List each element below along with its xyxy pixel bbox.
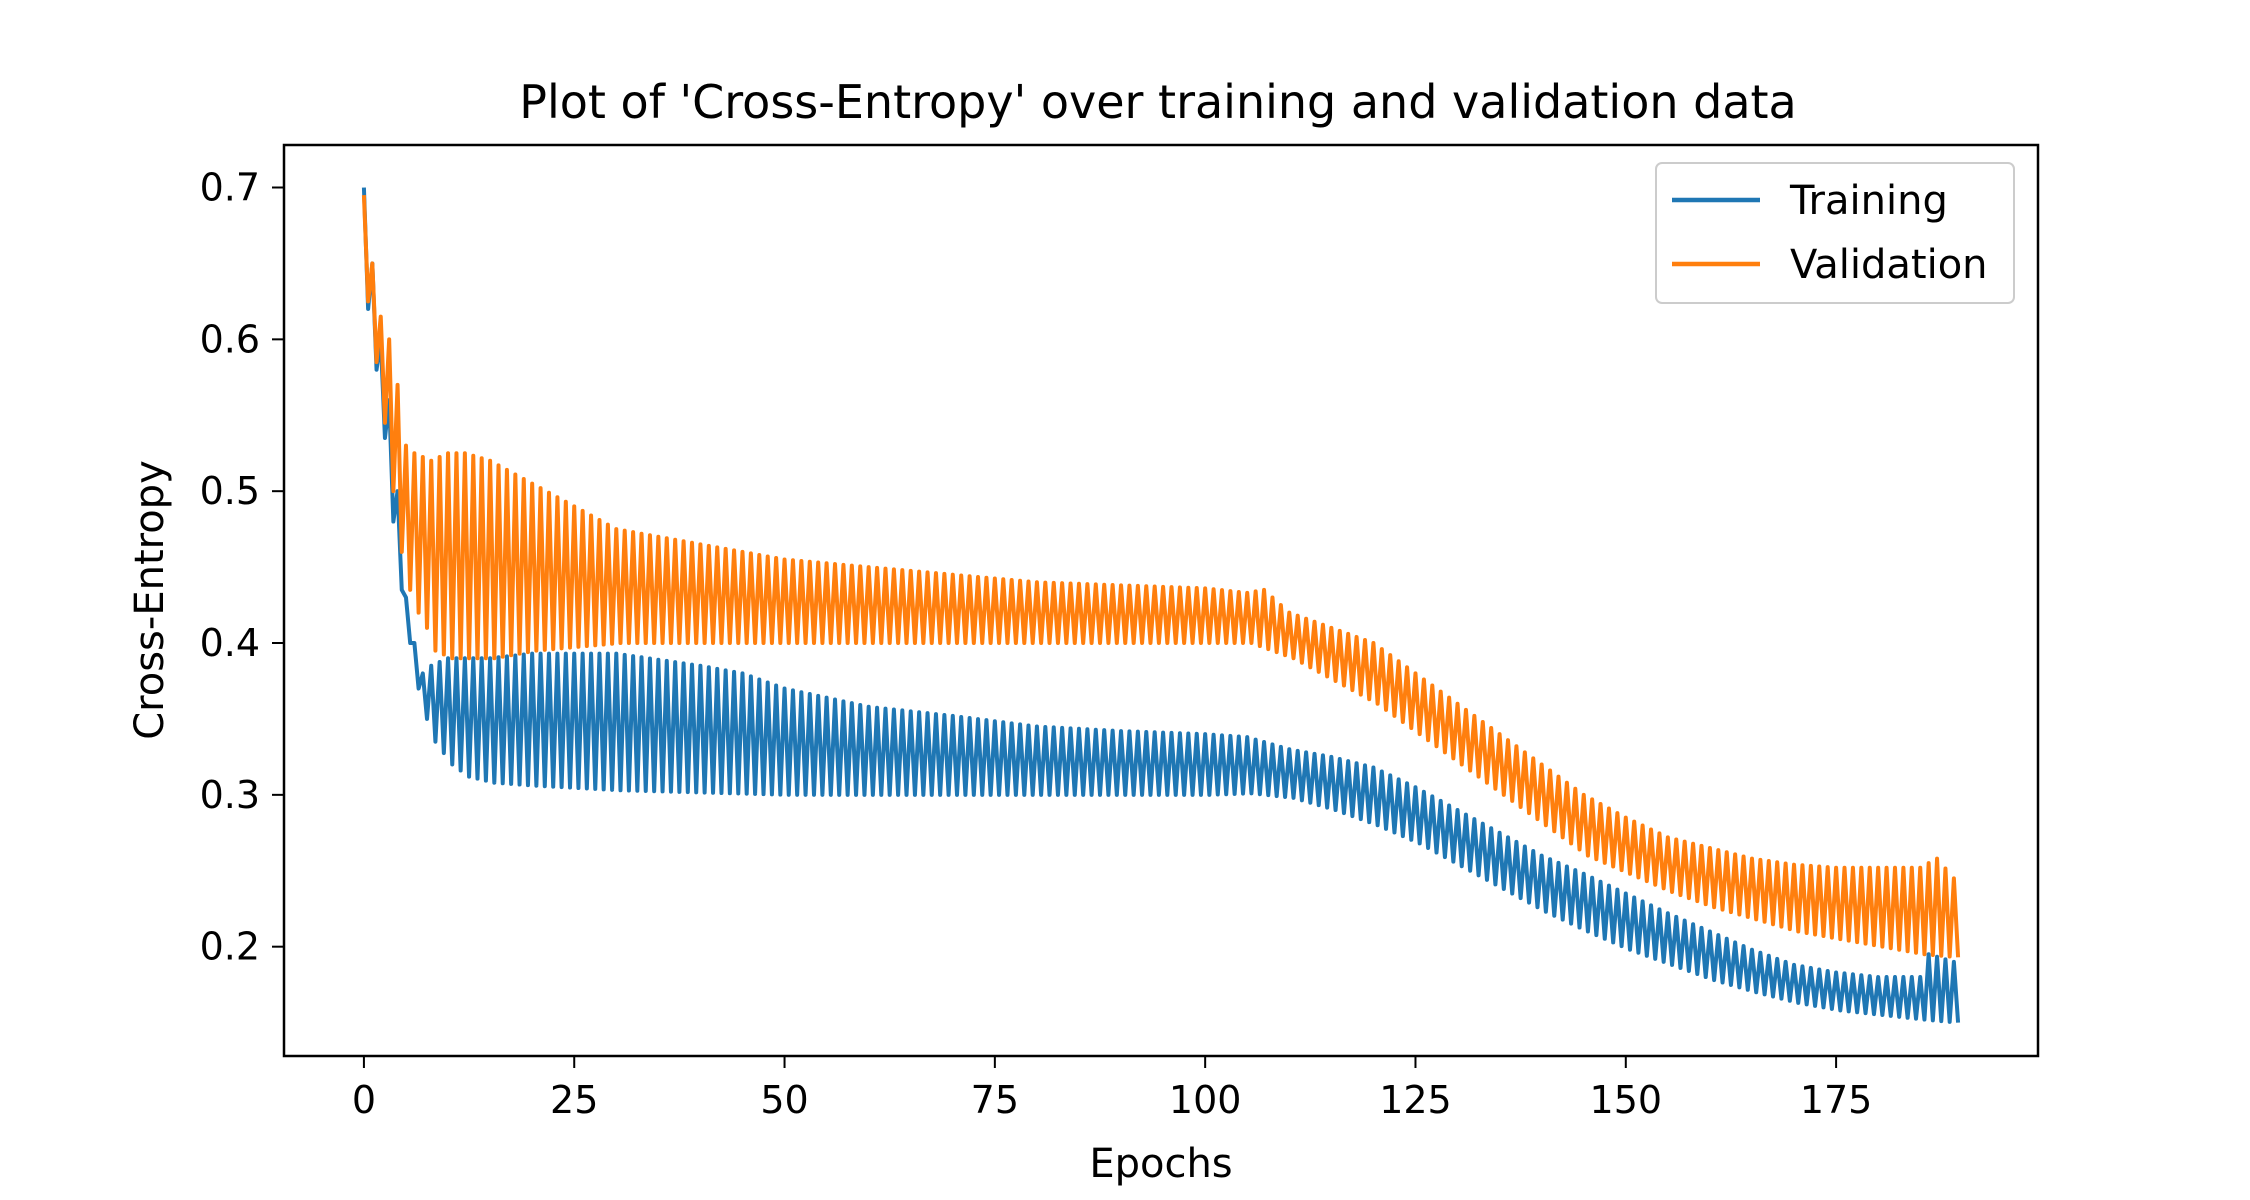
y-tick-label: 0.7 [200,166,260,210]
x-tick-label: 75 [971,1078,1019,1122]
x-axis-label: Epochs [1089,1141,1232,1187]
y-tick-label: 0.4 [200,621,260,665]
y-axis-label: Cross-Entropy [127,460,173,740]
series-line-validation [361,195,1961,959]
x-tick-label: 100 [1169,1078,1242,1122]
x-tick-label: 125 [1379,1078,1452,1122]
y-axis-ticks: 0.2 0.3 0.4 0.5 0.6 0.7 [200,166,284,969]
y-tick-label: 0.6 [200,317,260,361]
plot-frame [282,143,2040,1058]
y-tick-label: 0.5 [200,469,260,513]
x-tick-label: 50 [760,1078,808,1122]
chart-title: Plot of 'Cross-Entropy' over training an… [519,75,1797,129]
x-axis-ticks: 0 25 50 75 100 125 150 175 [352,1056,1873,1122]
x-tick-label: 175 [1800,1078,1873,1122]
series-line-training [361,187,1961,1024]
x-tick-label: 0 [352,1078,376,1122]
legend-label-training: Training [1789,178,1948,224]
x-tick-label: 150 [1590,1078,1663,1122]
y-tick-label: 0.3 [200,773,260,817]
legend-label-validation: Validation [1790,242,1988,288]
legend: Training Validation [1655,162,2015,304]
series-layer [361,187,1961,1024]
y-tick-label: 0.2 [200,925,260,969]
x-tick-label: 25 [550,1078,598,1122]
